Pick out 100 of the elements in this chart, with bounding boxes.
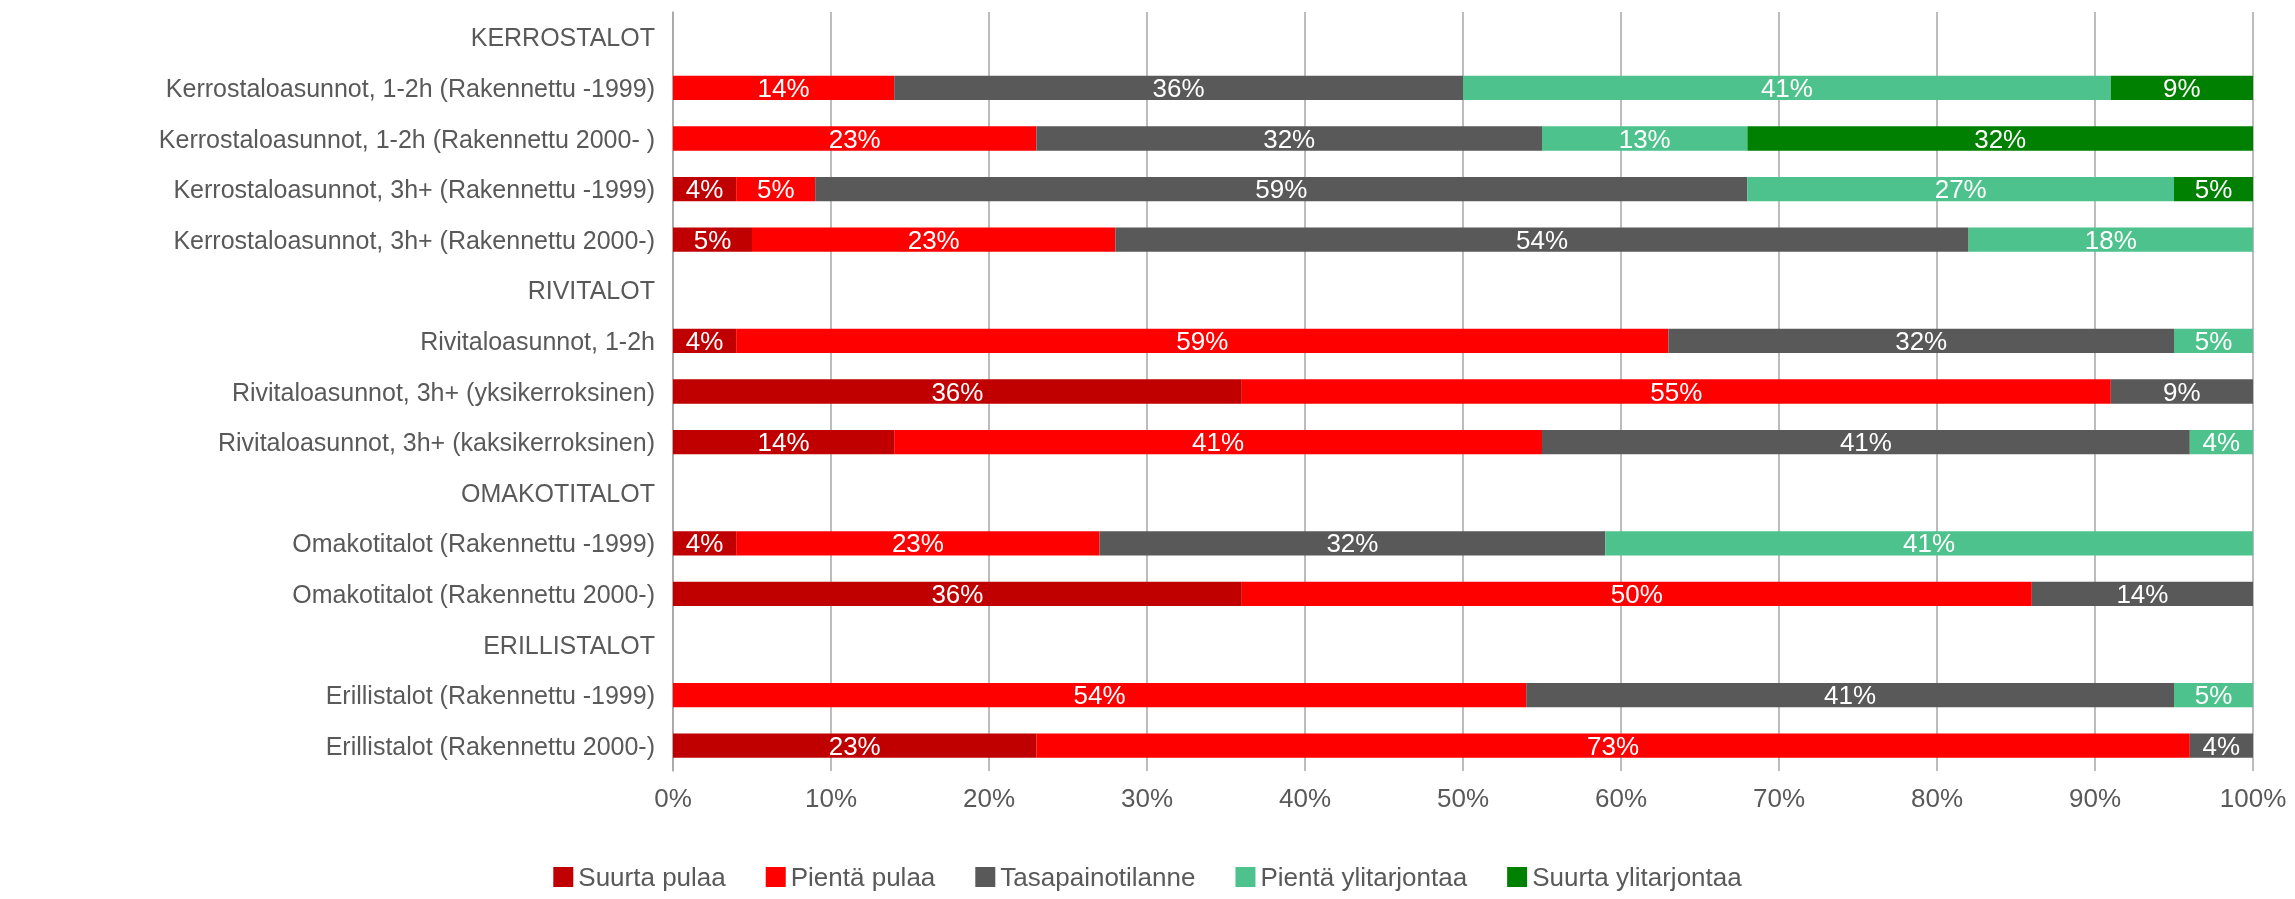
x-tick-label: 0% <box>654 783 692 813</box>
y-tick-label: Rivitaloasunnot, 3h+ (yksikerroksinen) <box>231 377 655 406</box>
data-label: 18% <box>2084 224 2137 255</box>
legend-label: Tasapainotilanne <box>1000 862 1196 892</box>
data-label: 36% <box>931 578 984 609</box>
bar <box>1099 531 1606 556</box>
y-tick-label: ERILLISTALOT <box>483 630 655 659</box>
data-label: 32% <box>1263 123 1316 154</box>
y-tick-label: Kerrostaloasunnot, 3h+ (Rakennettu 2000-) <box>173 225 655 254</box>
y-tick-label: Kerrostaloasunnot, 1-2h (Rakennettu 2000- ) <box>158 124 655 153</box>
bar <box>673 581 1242 607</box>
data-label: 5% <box>693 224 732 255</box>
data-label: 5% <box>756 174 795 205</box>
data-label: 27% <box>1934 174 1987 205</box>
data-label: 32% <box>1895 325 1948 356</box>
data-label: 14% <box>757 72 810 103</box>
data-label: 54% <box>1073 680 1126 711</box>
x-tick-label: 30% <box>1120 783 1174 813</box>
y-tick-label: Omakotitalot (Rakennettu 2000-) <box>292 579 655 608</box>
data-label: 14% <box>2116 578 2169 609</box>
data-label: 55% <box>1650 376 1703 407</box>
bar <box>673 75 895 101</box>
y-tick-label: Rivitaloasunnot, 3h+ (kaksikerroksinen) <box>217 428 655 457</box>
x-tick-label: 70% <box>1752 783 1806 813</box>
data-label: 41% <box>1839 427 1892 458</box>
bar <box>815 176 1748 202</box>
data-label: 36% <box>931 376 984 407</box>
x-tick-label: 90% <box>2068 783 2122 813</box>
legend-label: Suurta pulaa <box>578 862 727 892</box>
bar <box>1526 682 2174 708</box>
bar <box>673 379 1242 404</box>
bar <box>1036 733 2190 758</box>
y-tick-label: Kerrostaloasunnot, 1-2h (Rakennettu -1999) <box>165 73 655 102</box>
data-label: 23% <box>828 123 881 154</box>
data-label: 4% <box>685 325 724 356</box>
data-label: 14% <box>757 427 810 458</box>
x-tick-label: 50% <box>1436 783 1490 813</box>
data-label: 23% <box>828 730 881 761</box>
bar <box>2031 581 2253 607</box>
data-label: 4% <box>685 528 724 559</box>
data-label: 23% <box>891 528 944 559</box>
bar <box>1115 227 1969 252</box>
bar <box>1542 429 2190 455</box>
x-tick-label: 20% <box>962 783 1016 813</box>
data-label: 59% <box>1176 325 1229 356</box>
bar <box>894 75 1463 101</box>
y-tick-label: OMAKOTITALOT <box>461 478 655 507</box>
y-tick-label: Rivitaloasunnot, 1-2h <box>420 326 655 355</box>
legend-label: Pientä ylitarjontaa <box>1260 862 1468 892</box>
data-label: 9% <box>2163 376 2201 407</box>
data-label: 4% <box>685 174 724 205</box>
data-label: 4% <box>2202 427 2241 458</box>
data-label: 32% <box>1974 123 2027 154</box>
x-tick-label: 10% <box>804 783 858 813</box>
data-label: 5% <box>2194 174 2233 205</box>
data-label: 50% <box>1610 578 1663 609</box>
bar <box>2110 379 2253 404</box>
y-tick-label: RIVITALOT <box>527 276 655 305</box>
data-label: 9% <box>2163 72 2201 103</box>
data-label: 36% <box>1152 72 1205 103</box>
bar <box>1747 126 2253 151</box>
legend-label: Pientä pulaa <box>790 862 936 892</box>
x-tick-label: 100% <box>2219 783 2287 813</box>
x-tick-label: 60% <box>1594 783 1648 813</box>
data-label: 32% <box>1326 528 1379 559</box>
bar <box>1241 581 2032 607</box>
bar <box>1968 227 2253 252</box>
data-label: 5% <box>2194 680 2233 711</box>
bar <box>1605 531 2253 556</box>
y-tick-label: Erillistalot (Rakennettu 2000-) <box>325 731 655 760</box>
data-label: 13% <box>1618 123 1671 154</box>
y-tick-label: Omakotitalot (Rakennettu -1999) <box>292 529 655 558</box>
data-label: 59% <box>1255 174 1308 205</box>
legend-label: Suurta ylitarjontaa <box>1532 862 1743 892</box>
bar <box>894 429 1542 455</box>
y-tick-label: KERROSTALOT <box>470 23 655 52</box>
data-label: 4% <box>2202 730 2241 761</box>
data-label: 41% <box>1903 528 1956 559</box>
data-label: 73% <box>1587 730 1640 761</box>
bar <box>1241 379 2111 404</box>
y-tick-label: Kerrostaloasunnot, 3h+ (Rakennettu -1999) <box>173 175 655 204</box>
bar <box>673 733 1037 758</box>
bar <box>673 429 895 455</box>
bar <box>1542 126 1748 151</box>
bar <box>736 328 1669 354</box>
bar <box>673 126 1037 151</box>
bar <box>1668 328 2174 354</box>
x-tick-label: 80% <box>1910 783 1964 813</box>
bar <box>1036 126 1542 151</box>
data-label: 5% <box>2194 325 2233 356</box>
bar <box>752 227 1116 252</box>
y-tick-label: Erillistalot (Rakennettu -1999) <box>325 681 655 710</box>
bar <box>673 682 1527 708</box>
bar <box>736 531 1100 556</box>
data-label: 41% <box>1824 680 1877 711</box>
data-label: 41% <box>1192 427 1245 458</box>
x-tick-label: 40% <box>1278 783 1332 813</box>
data-label: 54% <box>1515 224 1569 255</box>
data-label: 23% <box>907 224 960 255</box>
bar <box>1747 176 2174 202</box>
